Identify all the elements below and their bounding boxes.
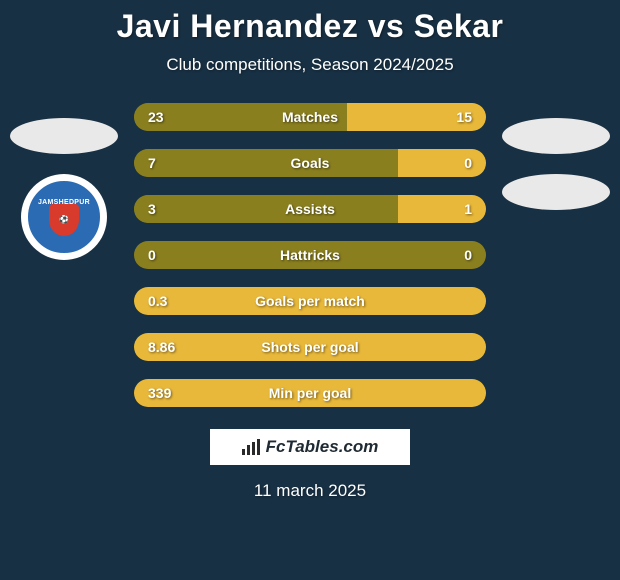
bar-value-left: 0 [148, 247, 156, 263]
footer-brand-text: FcTables.com [266, 437, 379, 457]
stat-bar-min-per-goal: 339 Min per goal [134, 379, 486, 407]
bar-value-left: 0.3 [148, 293, 167, 309]
subtitle: Club competitions, Season 2024/2025 [166, 55, 453, 75]
bar-label: Matches [282, 109, 338, 125]
bar-label: Hattricks [280, 247, 340, 263]
bar-label: Min per goal [269, 385, 351, 401]
stat-bar-matches: 23 15 Matches [134, 103, 486, 131]
bar-value-left: 7 [148, 155, 156, 171]
bar-value-right: 15 [456, 109, 472, 125]
club-shield-icon: ⚽ [49, 204, 79, 236]
chart-icon [242, 439, 260, 455]
right-column [502, 118, 610, 210]
bar-label: Goals per match [255, 293, 365, 309]
bar-fill-left [134, 149, 398, 177]
left-column: JAMSHEDPUR ⚽ [10, 118, 118, 260]
bar-label: Assists [285, 201, 335, 217]
infographic-container: Javi Hernandez vs Sekar Club competition… [0, 0, 620, 580]
player-right-ellipse-1 [502, 118, 610, 154]
bar-fill-right [398, 149, 486, 177]
bar-fill-right [398, 195, 486, 223]
bar-value-right: 0 [464, 247, 472, 263]
bar-value-right: 1 [464, 201, 472, 217]
bar-value-left: 8.86 [148, 339, 175, 355]
bar-value-left: 339 [148, 385, 171, 401]
footer-brand: FcTables.com [210, 429, 410, 465]
club-logo-inner: JAMSHEDPUR ⚽ [25, 178, 103, 256]
stat-bar-goals-per-match: 0.3 Goals per match [134, 287, 486, 315]
stat-bar-hattricks: 0 0 Hattricks [134, 241, 486, 269]
bar-label: Goals [291, 155, 330, 171]
bar-value-left: 23 [148, 109, 164, 125]
player-left-ellipse [10, 118, 118, 154]
stat-bar-assists: 3 1 Assists [134, 195, 486, 223]
date-text: 11 march 2025 [254, 481, 366, 501]
bar-value-left: 3 [148, 201, 156, 217]
stat-bar-goals: 7 0 Goals [134, 149, 486, 177]
bar-fill-left [134, 195, 398, 223]
stats-bars: 23 15 Matches 7 0 Goals 3 1 Assists 0 0 Hattricks 0.… [134, 103, 486, 407]
bar-value-right: 0 [464, 155, 472, 171]
player-right-ellipse-2 [502, 174, 610, 210]
bar-label: Shots per goal [261, 339, 358, 355]
club-logo: JAMSHEDPUR ⚽ [21, 174, 107, 260]
club-shield-label: ⚽ [59, 215, 69, 224]
stat-bar-shots-per-goal: 8.86 Shots per goal [134, 333, 486, 361]
page-title: Javi Hernandez vs Sekar [117, 8, 504, 45]
